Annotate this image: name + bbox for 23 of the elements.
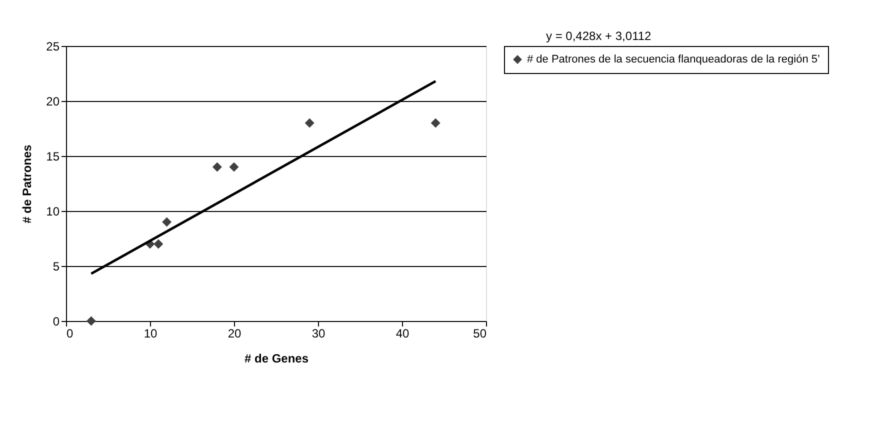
y-tick-label: 15 [46, 150, 60, 164]
point [162, 217, 172, 227]
point [86, 316, 96, 326]
x-tick-label: 40 [396, 326, 410, 340]
y-tick-label: 25 [46, 40, 60, 54]
y-axis-title: # de Patrones [20, 144, 34, 224]
text: y = 0,428x + 3,0112 [546, 29, 652, 43]
point [212, 162, 222, 172]
x-tick-label: 0 [66, 326, 74, 340]
point [154, 239, 164, 249]
point [430, 118, 440, 128]
x-tick-label: 50 [473, 326, 487, 340]
y-tick-label: 5 [52, 260, 60, 274]
y-tick-label: 20 [46, 94, 60, 108]
x-axis-title: # de Genes [244, 352, 309, 366]
point [304, 118, 314, 128]
x-tick-label: 20 [228, 326, 242, 340]
point [229, 162, 239, 172]
legend-label: # de Patrones de la secuencia flanqueadoras de la región 5’ [527, 54, 820, 66]
y-tick-label: 10 [46, 204, 60, 218]
x-tick-label: 10 [144, 326, 158, 340]
y-tick-label: 0 [52, 314, 60, 328]
x-tick-label: 30 [312, 326, 326, 340]
